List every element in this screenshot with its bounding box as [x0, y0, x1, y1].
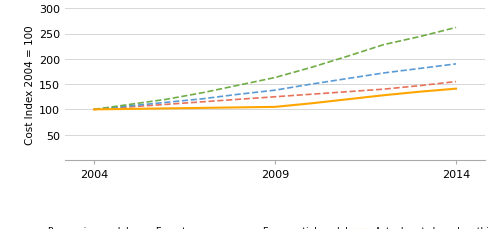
- Exponential model: [344, 56, 350, 58]
- Regression model: [127, 106, 133, 109]
- Actual costs based on this study: [127, 108, 133, 111]
- Exponential model: [380, 44, 386, 47]
- Exponential model: [453, 27, 459, 30]
- Exponential model: [200, 92, 205, 95]
- Actual costs based on this study: [91, 109, 97, 111]
- Line: Actual costs based on this study: Actual costs based on this study: [94, 89, 456, 110]
- Exponential model: [91, 109, 97, 111]
- Expert consensus: [91, 109, 97, 111]
- Actual costs based on this study: [164, 108, 170, 110]
- Regression model: [91, 109, 97, 111]
- Regression model: [308, 93, 314, 96]
- Regression model: [164, 104, 170, 106]
- Line: Expert consensus: Expert consensus: [94, 65, 456, 110]
- Expert consensus: [417, 68, 423, 71]
- Expert consensus: [200, 98, 205, 101]
- Regression model: [380, 88, 386, 91]
- Actual costs based on this study: [308, 103, 314, 105]
- Actual costs based on this study: [344, 98, 350, 101]
- Expert consensus: [236, 93, 242, 96]
- Actual costs based on this study: [272, 106, 278, 109]
- Expert consensus: [344, 78, 350, 81]
- Expert consensus: [127, 105, 133, 108]
- Legend: Regression model, Expert consensus, Exponential model, Actual costs based on thi: Regression model, Expert consensus, Expo…: [25, 222, 500, 229]
- Exponential model: [164, 98, 170, 101]
- Expert consensus: [308, 83, 314, 86]
- Regression model: [344, 91, 350, 94]
- Regression model: [453, 81, 459, 84]
- Expert consensus: [272, 89, 278, 92]
- Actual costs based on this study: [380, 94, 386, 97]
- Exponential model: [127, 104, 133, 106]
- Regression model: [417, 85, 423, 88]
- Actual costs based on this study: [200, 107, 205, 110]
- Y-axis label: Cost Index 2004 = 100: Cost Index 2004 = 100: [25, 25, 35, 144]
- Expert consensus: [164, 101, 170, 104]
- Actual costs based on this study: [236, 106, 242, 109]
- Exponential model: [417, 36, 423, 39]
- Regression model: [200, 101, 205, 104]
- Expert consensus: [380, 72, 386, 75]
- Regression model: [236, 98, 242, 101]
- Regression model: [272, 96, 278, 99]
- Exponential model: [272, 77, 278, 79]
- Expert consensus: [453, 63, 459, 66]
- Exponential model: [236, 84, 242, 87]
- Actual costs based on this study: [417, 91, 423, 94]
- Line: Exponential model: Exponential model: [94, 28, 456, 110]
- Line: Regression model: Regression model: [94, 82, 456, 110]
- Exponential model: [308, 67, 314, 69]
- Actual costs based on this study: [453, 88, 459, 91]
